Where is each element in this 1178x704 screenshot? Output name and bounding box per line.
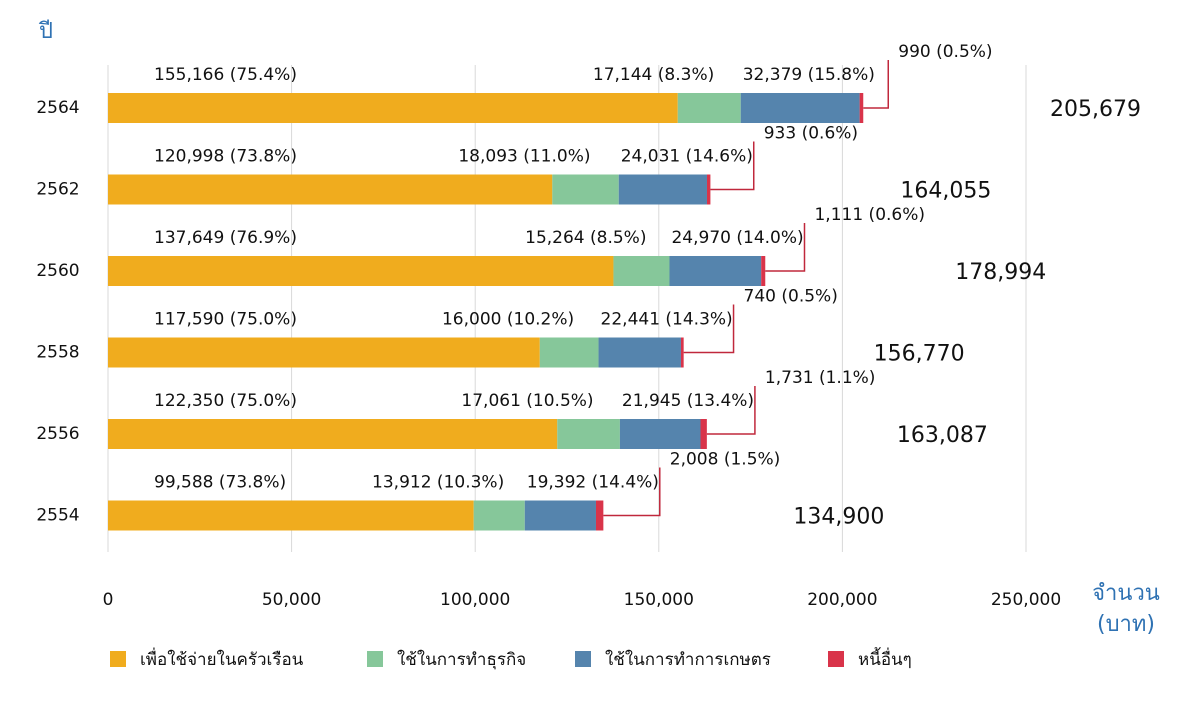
- y-tick-label: 2558: [36, 343, 79, 363]
- x-tick-label: 200,000: [807, 590, 877, 610]
- bar-segment: [740, 93, 860, 123]
- data-label: 17,144 (8.3%): [593, 65, 714, 85]
- data-label: 117,590 (75.0%): [154, 310, 297, 330]
- data-label: 1,731 (1.1%): [765, 368, 876, 388]
- data-label: 16,000 (10.2%): [442, 310, 574, 330]
- y-axis-label: ปี: [38, 19, 53, 44]
- data-label: 120,998 (73.8%): [154, 147, 297, 167]
- bar-segment: [680, 337, 684, 368]
- data-label: 18,093 (11.0%): [458, 147, 590, 167]
- data-label: 21,945 (13.4%): [622, 391, 754, 411]
- bar-segment: [706, 174, 711, 205]
- bar-segment: [108, 174, 553, 205]
- x-tick-label: 100,000: [440, 590, 510, 610]
- y-tick-label: 2556: [36, 424, 79, 444]
- x-axis-label: จำนวน: [1092, 581, 1160, 606]
- y-tick-label: 2560: [36, 261, 79, 281]
- leader-line: [603, 467, 661, 517]
- legend-swatch: [575, 651, 591, 667]
- data-label: 1,111 (0.6%): [814, 205, 925, 225]
- total-label: 205,679: [1050, 97, 1141, 122]
- data-label: 137,649 (76.9%): [154, 228, 297, 248]
- x-axis-label: (บาท): [1097, 612, 1155, 637]
- x-tick-label: 150,000: [624, 590, 694, 610]
- legend-swatch: [110, 651, 126, 667]
- x-tick-label: 50,000: [262, 590, 321, 610]
- bar-segment: [108, 419, 558, 449]
- y-tick-label: 2554: [36, 506, 79, 526]
- data-label: 22,441 (14.3%): [601, 310, 733, 330]
- data-label: 24,031 (14.6%): [621, 147, 753, 167]
- bar-segment: [619, 419, 701, 449]
- legend-swatch: [828, 651, 844, 667]
- data-label: 2,008 (1.5%): [670, 450, 781, 470]
- legend-label: ใช้ในการทำการเกษตร: [605, 649, 771, 670]
- bar-segment: [524, 500, 596, 531]
- bar-segment: [108, 337, 540, 368]
- data-label: 740 (0.5%): [744, 287, 838, 307]
- data-label: 17,061 (10.5%): [461, 391, 593, 411]
- total-label: 163,087: [897, 423, 988, 448]
- leader-line: [710, 141, 755, 191]
- y-tick-label: 2564: [36, 98, 79, 118]
- data-label: 122,350 (75.0%): [154, 391, 297, 411]
- data-label: 990 (0.5%): [898, 42, 992, 62]
- y-tick-label: 2562: [36, 180, 79, 200]
- data-label: 15,264 (8.5%): [525, 228, 646, 248]
- data-label: 24,970 (14.0%): [671, 228, 803, 248]
- x-tick-label: 0: [103, 590, 114, 610]
- data-label: 933 (0.6%): [764, 124, 858, 144]
- bar-segment: [108, 500, 474, 531]
- bar-segment: [598, 337, 681, 368]
- leader-line: [765, 223, 806, 272]
- bar-segment: [761, 256, 766, 286]
- data-label: 99,588 (73.8%): [154, 473, 286, 493]
- leader-line: [683, 304, 735, 354]
- total-label: 134,900: [793, 505, 884, 530]
- bar-segment: [552, 174, 619, 205]
- bar-segment: [859, 93, 864, 123]
- total-label: 178,994: [955, 260, 1046, 285]
- data-label: 19,392 (14.4%): [527, 473, 659, 493]
- total-label: 156,770: [874, 342, 965, 367]
- leader-line: [863, 60, 890, 109]
- bar-segment: [677, 93, 741, 123]
- bar-segment: [539, 337, 599, 368]
- legend-swatch: [367, 651, 383, 667]
- bar-segment: [557, 419, 620, 449]
- legend-label: ใช้ในการทำธุรกิจ: [397, 649, 526, 670]
- bar-segment: [613, 256, 670, 286]
- bar-segment: [700, 419, 707, 449]
- data-label: 155,166 (75.4%): [154, 65, 297, 85]
- bar-segment: [108, 93, 678, 123]
- bar-segment: [595, 500, 604, 531]
- total-label: 164,055: [900, 179, 991, 204]
- bar-segment: [618, 174, 707, 205]
- bar-segment: [669, 256, 762, 286]
- bar-segment: [108, 256, 614, 286]
- data-label: 13,912 (10.3%): [372, 473, 504, 493]
- x-tick-label: 250,000: [991, 590, 1061, 610]
- bar-segment: [473, 500, 525, 531]
- data-label: 32,379 (15.8%): [743, 65, 875, 85]
- legend-label: เพื่อใช้จ่ายในครัวเรือน: [140, 647, 304, 670]
- legend-label: หนี้อื่นๆ: [858, 647, 912, 670]
- leader-line: [706, 386, 756, 435]
